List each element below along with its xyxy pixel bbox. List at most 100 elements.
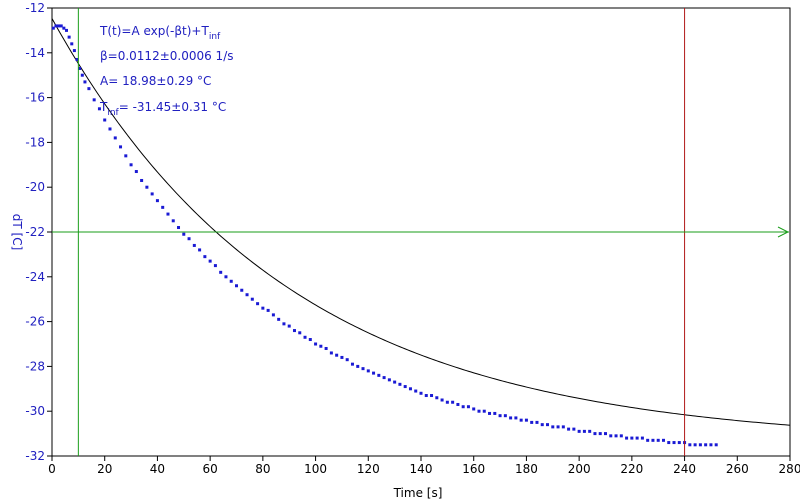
- data-point: [556, 425, 560, 429]
- x-axis-ticks: 0 20 40 60 80 100 120 140 160 180 200 220 240 260 280: [48, 456, 800, 476]
- y-tick-label: -32: [25, 449, 45, 463]
- data-point: [567, 427, 571, 431]
- data-point: [435, 396, 439, 400]
- data-point: [345, 358, 349, 362]
- data-point: [319, 344, 323, 348]
- data-point: [588, 429, 592, 433]
- data-point: [75, 58, 79, 62]
- x-tick-label: 180: [515, 462, 538, 476]
- data-point: [198, 248, 202, 252]
- data-point: [72, 49, 76, 53]
- data-point: [488, 411, 492, 415]
- data-point: [714, 443, 718, 447]
- data-point: [630, 436, 634, 440]
- data-point: [482, 409, 486, 413]
- annotation-formula-sub: inf: [209, 32, 221, 42]
- data-point: [277, 317, 281, 321]
- annotation-amplitude: A= 18.98±0.29 °C: [100, 74, 211, 88]
- x-tick-label: 20: [97, 462, 112, 476]
- data-point: [561, 425, 565, 429]
- data-point: [203, 255, 207, 259]
- annotation-tinf: Tinf= -31.45±0.31 °C: [99, 100, 226, 118]
- data-point: [213, 264, 217, 268]
- data-point: [572, 427, 576, 431]
- x-tick-label: 220: [620, 462, 643, 476]
- data-point: [140, 178, 144, 182]
- y-axis-label: dT [C]: [10, 214, 24, 251]
- data-point: [635, 436, 639, 440]
- data-point: [64, 28, 68, 32]
- data-point: [466, 405, 470, 409]
- data-point: [667, 441, 671, 445]
- data-point: [408, 387, 412, 391]
- data-points-layer: [51, 24, 718, 447]
- y-tick-label: -18: [25, 135, 45, 149]
- data-point: [609, 434, 613, 438]
- y-tick-label: -24: [25, 270, 45, 284]
- annotation-tinf-rest: = -31.45±0.31 °C: [119, 100, 227, 114]
- fit-curve-layer: [51, 18, 791, 426]
- data-point: [271, 313, 275, 317]
- x-tick-label: 140: [410, 462, 433, 476]
- data-point: [54, 24, 58, 28]
- marker-lines-layer: [52, 8, 790, 456]
- data-point: [80, 73, 84, 77]
- data-point: [430, 394, 434, 398]
- data-point: [677, 441, 681, 445]
- data-point: [51, 26, 55, 30]
- data-point: [59, 24, 63, 28]
- data-point: [171, 219, 175, 223]
- data-point: [598, 432, 602, 436]
- data-point: [308, 338, 312, 342]
- data-point: [398, 382, 402, 386]
- data-point: [372, 371, 376, 375]
- data-point: [377, 373, 381, 377]
- data-point: [709, 443, 713, 447]
- x-tick-label: 0: [48, 462, 56, 476]
- data-point: [256, 302, 260, 306]
- data-point: [640, 436, 644, 440]
- data-point: [651, 438, 655, 442]
- y-tick-label: -20: [25, 180, 45, 194]
- data-point: [62, 26, 66, 30]
- data-point: [456, 402, 460, 406]
- data-point: [235, 284, 238, 288]
- data-point: [224, 275, 228, 279]
- data-point: [340, 355, 344, 359]
- data-point: [698, 443, 702, 447]
- data-point: [182, 232, 186, 236]
- data-point: [577, 429, 581, 433]
- data-point: [261, 306, 265, 310]
- data-point: [493, 411, 497, 415]
- data-point: [303, 335, 307, 339]
- data-point: [477, 409, 481, 413]
- fit-curve: [51, 18, 791, 426]
- x-tick-label: 120: [357, 462, 380, 476]
- data-point: [704, 443, 708, 447]
- data-point: [419, 391, 423, 395]
- data-point: [177, 226, 181, 230]
- data-point: [92, 98, 96, 102]
- data-point: [414, 389, 418, 393]
- data-point: [208, 259, 212, 263]
- data-point: [266, 308, 270, 312]
- x-tick-label: 160: [462, 462, 485, 476]
- y-tick-label: -14: [25, 46, 45, 60]
- data-point: [461, 405, 465, 409]
- data-point: [83, 80, 87, 84]
- data-point: [119, 145, 123, 149]
- data-point: [524, 418, 528, 422]
- data-point: [509, 416, 513, 420]
- data-point: [546, 423, 550, 427]
- x-tick-label: 80: [255, 462, 270, 476]
- x-tick-label: 40: [150, 462, 165, 476]
- arrow-right-icon: [777, 226, 790, 238]
- data-point: [145, 185, 149, 189]
- data-point: [604, 432, 607, 436]
- data-point: [155, 199, 159, 203]
- annotation-beta: β=0.0112±0.0006 1/s: [100, 49, 234, 63]
- data-point: [688, 443, 692, 447]
- x-tick-label: 60: [203, 462, 218, 476]
- data-point: [192, 243, 196, 247]
